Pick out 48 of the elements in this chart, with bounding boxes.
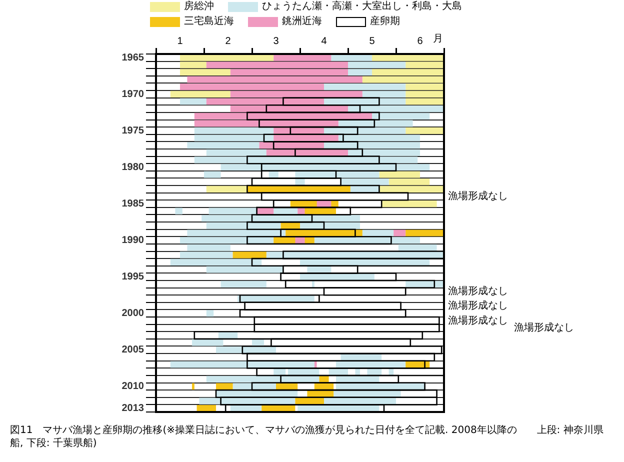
y-tick-label: 2010 bbox=[122, 381, 144, 392]
bar bbox=[238, 295, 314, 302]
bar bbox=[382, 200, 437, 208]
bar bbox=[180, 98, 206, 105]
legend-label: 三宅島近海 bbox=[184, 16, 234, 28]
bar bbox=[206, 186, 248, 192]
bar bbox=[232, 252, 266, 258]
bar bbox=[220, 280, 266, 288]
legend-label: 房総沖 bbox=[184, 1, 214, 13]
bar bbox=[276, 383, 298, 390]
bar bbox=[394, 230, 406, 236]
legend-label: 銚洲近海 bbox=[282, 16, 322, 28]
caption: 図11 マサバ漁場と産卵期の推移(※操業日誌において、マサバの漁獲が見られた日付を全て記載. 2008年以降の 上段: 神奈川県船, 下段: 千葉県船) bbox=[10, 424, 604, 450]
y-tick-label: 1985 bbox=[122, 198, 144, 210]
text: 漁場形成なし bbox=[448, 285, 508, 298]
text: 漁場形成なし bbox=[448, 314, 508, 326]
x-axis-title: 月 bbox=[433, 34, 443, 45]
y-tick-label: 2013 bbox=[122, 403, 144, 414]
y-tick-label: 1995 bbox=[122, 272, 144, 283]
x-tick-label: 4 bbox=[321, 36, 328, 47]
bar bbox=[406, 127, 444, 134]
bar bbox=[295, 237, 305, 244]
text: 漁場形成なし bbox=[448, 190, 508, 202]
y-tick-label: 1980 bbox=[122, 162, 144, 173]
text: 漁場形成なし bbox=[448, 300, 508, 312]
y-tick-label: 1965 bbox=[122, 52, 144, 64]
bar bbox=[204, 171, 221, 178]
bar bbox=[175, 208, 182, 214]
x-tick-label: 6 bbox=[417, 36, 424, 47]
y-tick-label: 2005 bbox=[122, 344, 144, 356]
y-tick-label: 1990 bbox=[122, 235, 144, 246]
x-tick-label: 1 bbox=[177, 36, 184, 47]
y-tick-label: 2000 bbox=[122, 308, 144, 320]
bar bbox=[170, 90, 230, 98]
y-tick-label: 1970 bbox=[122, 88, 144, 100]
legend-label: ひょうたん瀬・高瀬・大室出し・利島・大島 bbox=[262, 1, 462, 13]
y-tick-label: 1975 bbox=[122, 125, 144, 136]
bar bbox=[298, 208, 305, 214]
x-tick-label: 2 bbox=[225, 36, 232, 47]
x-tick-label: 3 bbox=[273, 36, 280, 47]
bar bbox=[216, 383, 233, 390]
bar bbox=[196, 405, 216, 412]
bar bbox=[406, 230, 444, 236]
bar bbox=[206, 310, 214, 317]
legend-label: 産卵期 bbox=[370, 16, 400, 28]
x-tick-label: 5 bbox=[369, 36, 376, 47]
text: 漁場形成なし bbox=[514, 322, 574, 334]
bar bbox=[247, 186, 350, 192]
